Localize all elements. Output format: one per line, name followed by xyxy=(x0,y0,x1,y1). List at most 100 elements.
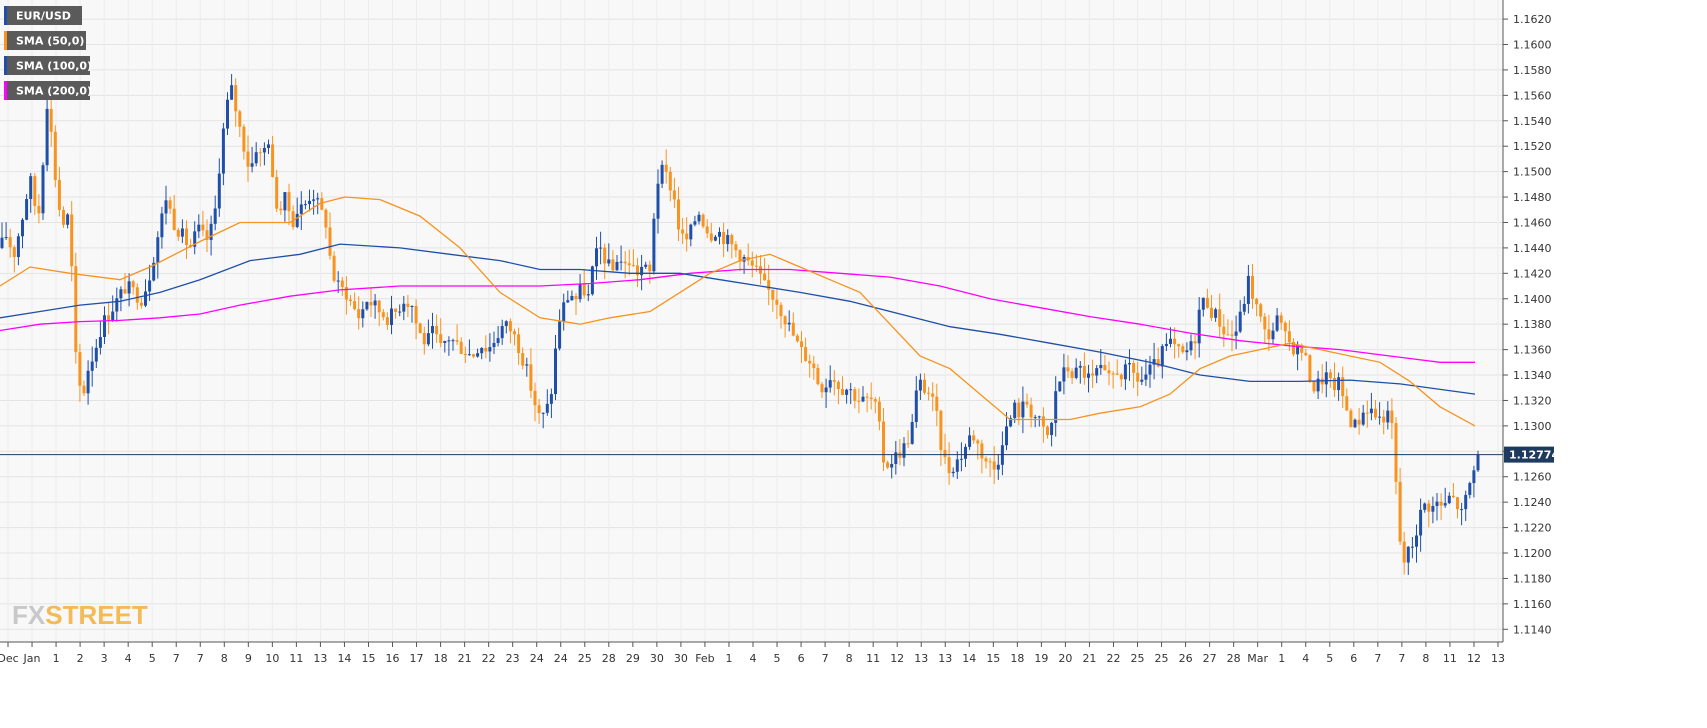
x-tick-label: 5 xyxy=(774,652,781,665)
candle-body xyxy=(139,302,143,306)
candle-body xyxy=(70,214,74,267)
candle-body xyxy=(693,221,697,225)
candle-body xyxy=(1300,345,1304,353)
candle-body xyxy=(599,247,603,249)
candle-body xyxy=(873,399,877,402)
y-tick-label: 1.1140 xyxy=(1513,623,1552,636)
candle-body xyxy=(976,440,980,444)
x-tick-label: 18 xyxy=(1010,652,1024,665)
y-tick-label: 1.1620 xyxy=(1513,13,1552,26)
candle-body xyxy=(148,280,152,292)
candle-body xyxy=(1234,331,1238,336)
x-tick-label: 29 xyxy=(626,652,640,665)
candle-body xyxy=(455,340,459,342)
candle-body xyxy=(1447,495,1451,504)
y-tick-label: 1.1200 xyxy=(1513,547,1552,560)
candle-body xyxy=(767,280,771,290)
candle-body xyxy=(213,208,217,224)
candle-body xyxy=(0,237,4,248)
candle-body xyxy=(246,151,250,167)
x-tick-label: 7 xyxy=(1374,652,1381,665)
candle-body xyxy=(377,300,381,313)
x-tick-label: 5 xyxy=(149,652,156,665)
candle-body xyxy=(869,397,873,400)
candle-body xyxy=(713,236,717,241)
candle-body xyxy=(1378,416,1382,418)
candle-body xyxy=(541,412,545,414)
candle-body xyxy=(172,208,176,231)
candle-body xyxy=(1050,422,1054,436)
candle-body xyxy=(570,295,574,301)
y-tick-label: 1.1420 xyxy=(1513,267,1552,280)
candle-body xyxy=(1041,416,1045,427)
candle-body xyxy=(730,235,734,245)
candle-body xyxy=(422,332,426,345)
candle-body xyxy=(775,299,779,305)
candle-body xyxy=(533,390,537,406)
candle-body xyxy=(414,306,418,324)
x-tick-label: 13 xyxy=(1491,652,1505,665)
candle-body xyxy=(1160,346,1164,367)
candle-body xyxy=(193,231,197,247)
candle-body xyxy=(217,173,221,209)
candle-body xyxy=(180,228,184,237)
candle-body xyxy=(316,198,320,200)
candle-body xyxy=(1058,381,1062,392)
candle-body xyxy=(230,85,234,100)
candle-body xyxy=(1267,329,1271,340)
candle-body xyxy=(1201,297,1205,310)
candle-body xyxy=(160,213,164,238)
candle-body xyxy=(78,352,82,386)
legend-box xyxy=(4,31,86,50)
candle-body xyxy=(488,347,492,352)
x-tick-label: 25 xyxy=(1155,652,1169,665)
x-tick-label: 11 xyxy=(289,652,303,665)
candle-body xyxy=(734,244,738,251)
candle-body xyxy=(111,311,115,321)
y-tick-label: 1.1320 xyxy=(1513,394,1552,407)
candle-body xyxy=(1210,307,1213,318)
candle-body xyxy=(988,461,992,463)
legend-box xyxy=(4,6,82,25)
candle-body xyxy=(49,108,53,132)
candle-body xyxy=(779,304,783,317)
y-tick-label: 1.1560 xyxy=(1513,89,1552,102)
y-tick-label: 1.1600 xyxy=(1513,38,1552,51)
candle-body xyxy=(923,379,926,393)
candle-body xyxy=(205,230,209,240)
candle-body xyxy=(701,214,705,227)
candle-body xyxy=(1394,423,1398,482)
candle-body xyxy=(1177,344,1181,347)
candle-body xyxy=(853,389,857,401)
candle-body xyxy=(1296,345,1300,355)
y-tick-label: 1.1540 xyxy=(1513,115,1552,128)
candle-body xyxy=(972,435,976,441)
candle-body xyxy=(1251,275,1254,299)
x-tick-label: 12 xyxy=(890,652,904,665)
candle-body xyxy=(1287,331,1291,342)
candle-body xyxy=(275,176,279,209)
candle-body xyxy=(738,250,742,262)
y-tick-label: 1.1180 xyxy=(1513,572,1552,585)
candle-body xyxy=(16,236,20,258)
candle-body xyxy=(1443,503,1447,506)
candle-body xyxy=(353,301,357,310)
candle-body xyxy=(607,259,611,264)
candle-body xyxy=(824,387,828,393)
candle-body xyxy=(1357,419,1361,425)
candle-body xyxy=(931,393,935,397)
candle-body xyxy=(549,394,553,404)
candle-body xyxy=(1021,401,1025,418)
candle-body xyxy=(914,390,918,423)
candle-body xyxy=(1263,316,1267,330)
legend-item: SMA (50,0) xyxy=(4,31,86,50)
candle-body xyxy=(476,353,480,357)
candle-body xyxy=(800,341,803,348)
x-tick-label: 5 xyxy=(1326,652,1333,665)
candle-body xyxy=(886,462,890,468)
candle-body xyxy=(1017,402,1021,418)
candle-body xyxy=(299,204,303,214)
x-tick-label: 11 xyxy=(1443,652,1457,665)
candle-body xyxy=(295,213,299,227)
